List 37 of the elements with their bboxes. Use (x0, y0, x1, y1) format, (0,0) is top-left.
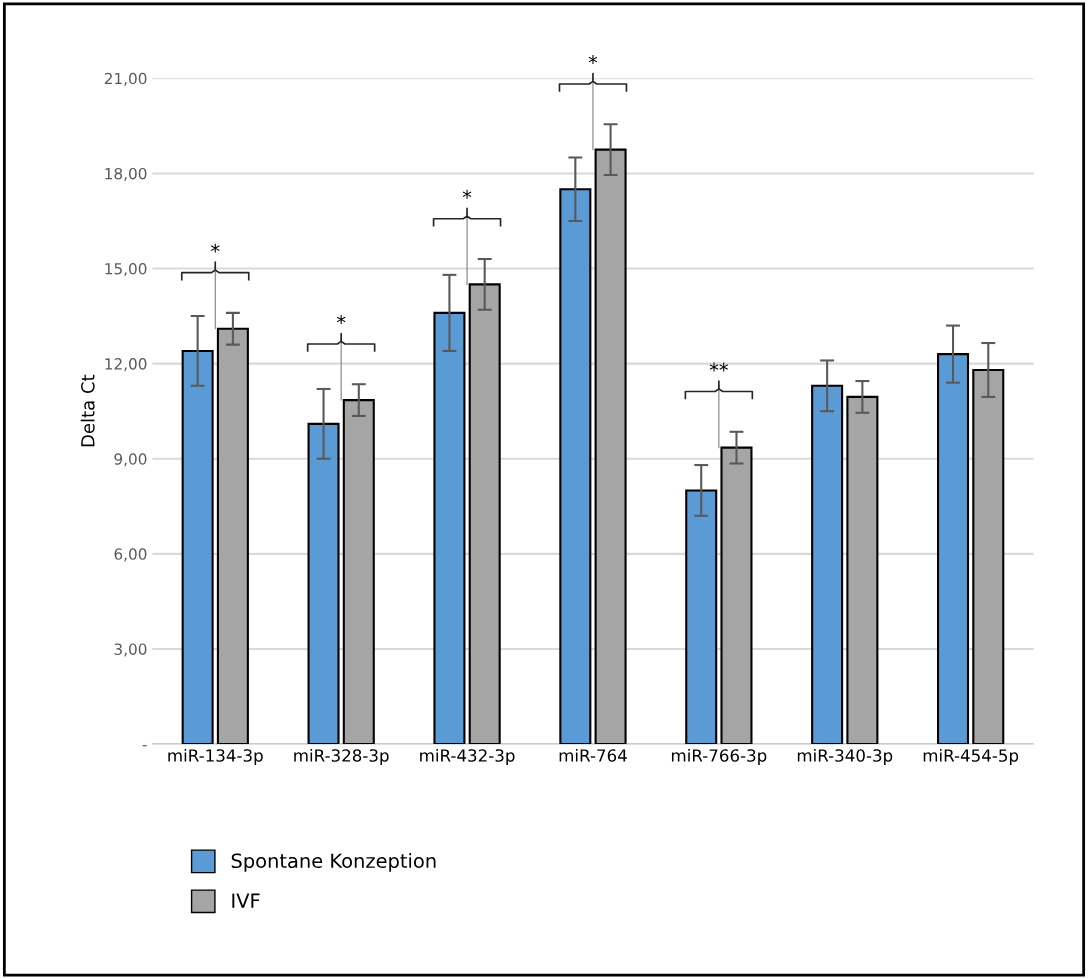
y-tick-label: 18,00 (105, 167, 147, 181)
bar (972, 368, 1005, 745)
annotation: * (336, 315, 346, 324)
annotation: * (462, 189, 472, 199)
bar (811, 384, 844, 745)
y-tick-label: - (142, 745, 147, 747)
y-axis-title: Delta Ct (80, 374, 95, 447)
y-tick-label: 15,00 (105, 262, 147, 277)
legend-label: IVF (232, 893, 260, 908)
bar (342, 399, 375, 745)
x-tick-label: miR-766-3p (671, 748, 767, 766)
legend-label: Spontane Konzeption (231, 853, 436, 872)
annotation: * (210, 243, 220, 253)
x-tick-label: miR-454-5p (923, 748, 1019, 766)
bar (216, 327, 249, 745)
x-tick-label: miR-328-3p (294, 748, 389, 766)
bar (685, 489, 718, 745)
bar (720, 446, 753, 745)
annotation: * (588, 55, 598, 64)
y-tick-label: 6,00 (114, 548, 147, 562)
y-tick-label: 9,00 (114, 453, 147, 467)
bar (559, 188, 592, 745)
annotation: ** (709, 362, 728, 372)
bar (846, 395, 879, 745)
y-tick-label: 21,00 (104, 72, 147, 86)
x-tick-label: miR-764 (559, 748, 627, 762)
x-tick-label: miR-340-3p (797, 748, 893, 766)
x-tick-label: miR-134-3p (168, 748, 263, 766)
x-tick-label: miR-432-3p (420, 748, 515, 766)
bar (468, 283, 501, 745)
y-tick-label: 12,00 (105, 358, 147, 372)
bar (307, 422, 340, 745)
bar (594, 148, 627, 745)
bar (181, 349, 214, 745)
bar (433, 311, 466, 745)
y-tick-label: 3,00 (114, 643, 147, 657)
bar (937, 353, 970, 745)
